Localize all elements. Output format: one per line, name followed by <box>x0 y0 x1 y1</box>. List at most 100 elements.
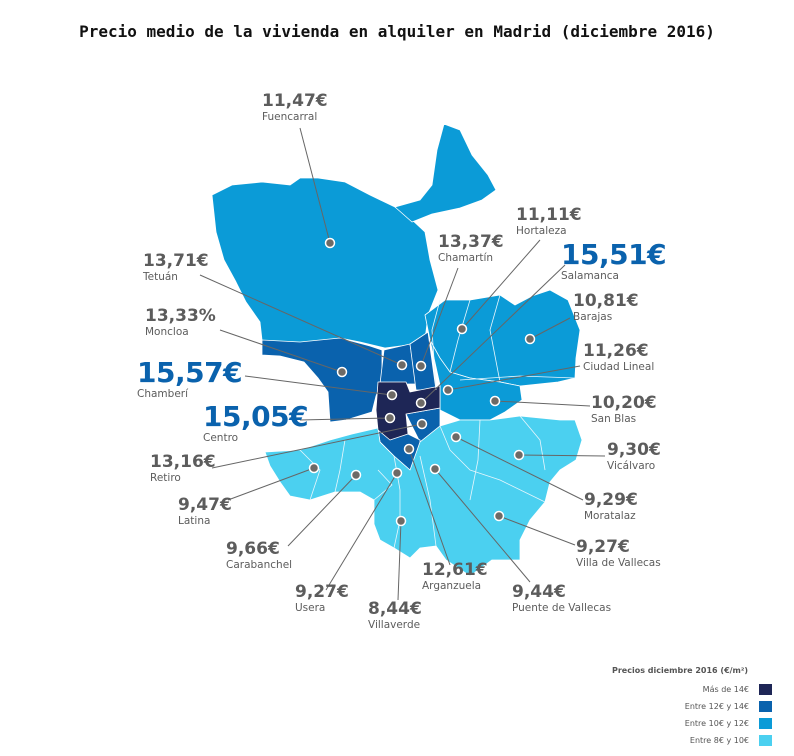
district-name: Salamanca <box>561 270 619 282</box>
legend: Precios diciembre 2016 (€/m²) Más de 14€… <box>612 666 772 749</box>
district-name: Ciudad Lineal <box>583 361 655 373</box>
label-salamanca: 15,51€ Salamanca <box>561 238 667 282</box>
district-name: Moncloa <box>145 326 189 338</box>
marker-fuencarral <box>324 237 336 249</box>
legend-item: Entre 8€ y 10€ <box>612 732 772 749</box>
marker-arganzuela <box>403 443 415 455</box>
district-name: San Blas <box>591 413 637 425</box>
price-value: 13,16€ <box>150 452 216 472</box>
price-value: 9,47€ <box>178 495 232 515</box>
label-centro: 15,05€ Centro <box>203 400 309 444</box>
legend-item: Entre 12€ y 14€ <box>612 698 772 715</box>
district-name: Carabanchel <box>226 559 293 571</box>
label-arganzuela: 12,61€ Arganzuela <box>422 562 488 592</box>
label-vicalvaro: 9,30€ Vicálvaro <box>607 442 661 472</box>
district-name: Retiro <box>150 472 181 484</box>
price-value: 9,66€ <box>226 539 280 559</box>
legend-swatch <box>759 735 772 746</box>
legend-swatch <box>759 701 772 712</box>
marker-chamberi <box>386 389 398 401</box>
price-value: 11,47€ <box>262 91 328 111</box>
legend-swatch <box>759 684 772 695</box>
marker-ciudad-lineal <box>442 384 454 396</box>
marker-chamartin <box>415 360 427 372</box>
marker-puente-de-vallecas <box>429 463 441 475</box>
marker-retiro <box>416 418 428 430</box>
price-value: 15,51€ <box>561 238 667 271</box>
district-name: Moratalaz <box>584 510 636 522</box>
marker-tetuan <box>396 359 408 371</box>
region-barajas-north <box>394 123 497 223</box>
district-name: Barajas <box>573 311 613 323</box>
marker-salamanca <box>415 397 427 409</box>
label-puente-de-vallecas: 9,44€ Puente de Vallecas <box>512 584 611 614</box>
price-value: 13,37€ <box>438 232 504 252</box>
marker-centro <box>384 412 396 424</box>
label-retiro: 13,16€ Retiro <box>150 454 216 484</box>
label-san-blas: 10,20€ San Blas <box>591 395 657 425</box>
price-value: 11,11€ <box>516 205 582 225</box>
region-moncloa <box>261 337 383 423</box>
label-carabanchel: 9,66€ Carabanchel <box>226 541 292 571</box>
leader-lines <box>199 127 606 601</box>
district-name: Hortaleza <box>516 225 567 237</box>
legend-swatch <box>759 718 772 729</box>
marker-barajas <box>524 333 536 345</box>
district-name: Usera <box>295 602 326 614</box>
district-name: Fuencarral <box>262 111 318 123</box>
price-value: 10,20€ <box>591 393 657 413</box>
marker-latina <box>308 462 320 474</box>
marker-hortaleza <box>456 323 468 335</box>
label-chamartin: 13,37€ Chamartín <box>438 234 504 264</box>
price-value: 9,29€ <box>584 490 638 510</box>
label-ciudad-lineal: 11,26€ Ciudad Lineal <box>583 343 654 373</box>
label-moratalaz: 9,29€ Moratalaz <box>584 492 638 522</box>
price-value: 13,71€ <box>143 251 209 271</box>
district-name: Tetuán <box>143 271 178 283</box>
marker-villa-de-vallecas <box>493 510 505 522</box>
legend-label: Entre 12€ y 14€ <box>684 702 749 711</box>
district-name: Centro <box>203 432 239 444</box>
marker-moratalaz <box>450 431 462 443</box>
label-tetuan: 13,71€ Tetuán <box>143 253 209 283</box>
district-name: Chamberí <box>137 388 189 400</box>
district-name: Chamartín <box>438 252 494 264</box>
legend-label: Más de 14€ <box>702 685 749 694</box>
label-latina: 9,47€ Latina <box>178 497 232 527</box>
label-villa-de-vallecas: 9,27€ Villa de Vallecas <box>576 539 661 569</box>
district-name: Arganzuela <box>422 580 482 592</box>
marker-vicalvaro <box>513 449 525 461</box>
label-chamberi: 15,57€ Chamberí <box>137 356 243 400</box>
marker-carabanchel <box>350 469 362 481</box>
label-hortaleza: 11,11€ Hortaleza <box>516 207 582 237</box>
price-value: 8,44€ <box>368 599 422 619</box>
marker-usera <box>391 467 403 479</box>
price-value: 15,57€ <box>137 356 243 389</box>
marker-villaverde <box>395 515 407 527</box>
label-usera: 9,27€ Usera <box>295 584 349 614</box>
marker-san-blas <box>489 395 501 407</box>
region-fuencarral <box>211 177 439 351</box>
price-value: 12,61€ <box>422 560 488 580</box>
legend-item: Más de 14€ <box>612 681 772 698</box>
legend-label: Entre 10€ y 12€ <box>684 719 749 728</box>
page-title: Precio medio de la vivienda en alquiler … <box>79 22 715 41</box>
price-value: 9,44€ <box>512 582 566 602</box>
district-name: Puente de Vallecas <box>512 602 612 614</box>
price-value: 9,27€ <box>295 582 349 602</box>
label-fuencarral: 11,47€ Fuencarral <box>262 93 328 123</box>
price-value: 15,05€ <box>203 400 309 433</box>
price-value: 10,81€ <box>573 291 639 311</box>
price-value: 11,26€ <box>583 341 649 361</box>
price-value: 13,33% <box>145 306 216 326</box>
marker-moncloa <box>336 366 348 378</box>
district-name: Vicálvaro <box>607 460 656 472</box>
price-value: 9,27€ <box>576 537 630 557</box>
legend-title: Precios diciembre 2016 (€/m²) <box>612 666 749 675</box>
district-name: Latina <box>178 515 211 527</box>
legend-label: Entre 8€ y 10€ <box>689 736 749 745</box>
district-name: Villaverde <box>368 619 421 631</box>
label-barajas: 10,81€ Barajas <box>573 293 639 323</box>
